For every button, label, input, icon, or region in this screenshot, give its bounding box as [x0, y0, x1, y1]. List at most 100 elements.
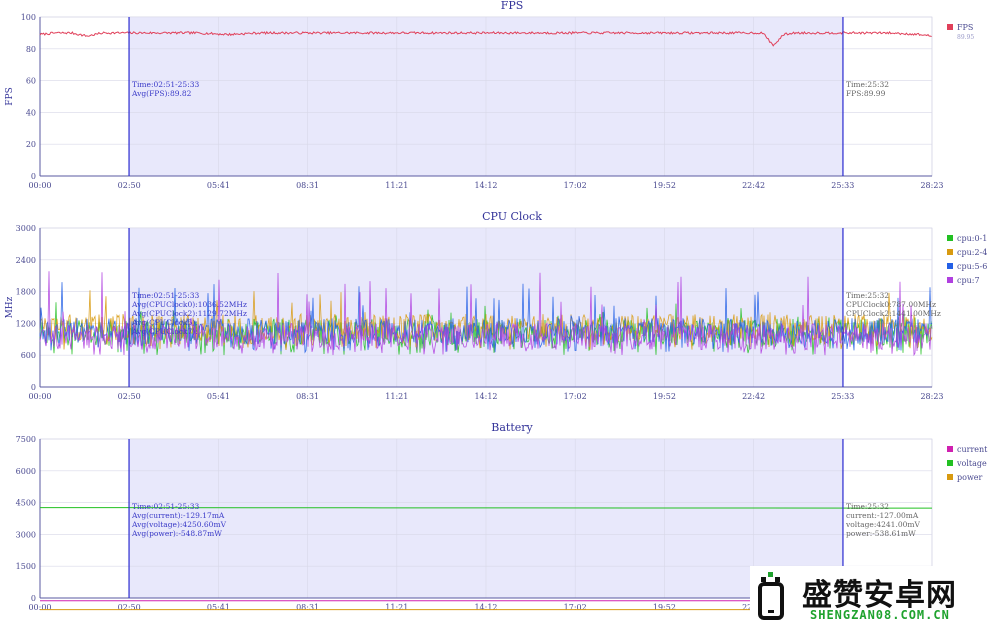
legend-label: cpu:2-4 — [957, 248, 987, 257]
x-tick-label: 02:50 — [118, 181, 141, 190]
annotation-right: CPUClock0:787.00MHz — [846, 300, 936, 309]
x-tick-label: 00:00 — [28, 392, 51, 401]
x-tick-label: 19:52 — [653, 392, 676, 401]
annotation-left: Avg(CPUClock5): — [131, 318, 198, 327]
legend-swatch — [947, 249, 953, 255]
annotation-left: Avg(voltage):4250.60mV — [131, 520, 227, 529]
legend-swatch — [947, 235, 953, 241]
series-line-0 — [39, 30, 932, 47]
watermark-url: SHENGZAN08.COM.CN — [810, 608, 950, 622]
series-line-3 — [39, 271, 933, 357]
legend-label: power — [957, 473, 983, 482]
legend-swatch — [947, 446, 953, 452]
chart-0: 00:00 02:50 05:41 08:31 11:21 14:12 17:02 19:52… — [5, 0, 974, 190]
x-tick-label: 22:42 — [742, 181, 765, 190]
annotation-right: voltage:4241.00mV — [845, 520, 921, 529]
phone-logo-icon — [758, 572, 784, 620]
series-line-1 — [39, 290, 933, 350]
y-tick-label: 80 — [26, 45, 36, 54]
y-tick-label: 4500 — [16, 499, 36, 508]
y-tick-label: 600 — [21, 351, 36, 360]
x-tick-label: 02:50 — [118, 603, 141, 612]
x-tick-label: 08:31 — [296, 181, 319, 190]
annotation-left: Avg(current):-129.17mA — [131, 511, 225, 520]
legend-swatch — [947, 263, 953, 269]
annotation-right: FPS:89.99 — [846, 89, 886, 98]
y-tick-label: 7500 — [16, 435, 36, 444]
y-tick-label: 0 — [31, 594, 36, 603]
x-tick-label: 02:50 — [118, 392, 141, 401]
annotation-left: Avg(CPUClock7): — [131, 327, 198, 336]
x-tick-label: 08:31 — [296, 603, 319, 612]
y-tick-label: 1500 — [16, 562, 36, 571]
x-tick-label: 00:00 — [28, 181, 51, 190]
annotation-left: Time:02:51-25:33 — [132, 80, 199, 89]
y-tick-label: 60 — [26, 77, 36, 86]
x-tick-label: 22:42 — [742, 392, 765, 401]
legend-label: voltage — [956, 459, 987, 468]
x-tick-label: 11:21 — [385, 603, 408, 612]
legend-swatch — [947, 24, 953, 30]
watermark: 盛赞安卓网 SHENGZAN08.COM.CN — [750, 566, 1000, 628]
x-tick-label: 05:41 — [207, 181, 230, 190]
y-tick-label: 1800 — [16, 288, 36, 297]
watermark-text: 盛赞安卓网 — [802, 578, 957, 613]
legend-swatch — [947, 460, 953, 466]
y-tick-label: 20 — [26, 140, 36, 149]
y-tick-label: 40 — [26, 108, 36, 117]
annotation-left: Avg(CPUClock2):1129.72MHz — [131, 309, 247, 318]
legend-swatch — [947, 277, 953, 283]
annotation-left: Time:02:51-25:33 — [132, 502, 199, 511]
annotation-right: CPUClock2:1441.00MHz — [846, 309, 941, 318]
x-tick-label: 00:00 — [28, 603, 51, 612]
annotation-left: Avg(power):-548.87mW — [131, 529, 222, 538]
y-tick-label: 100 — [21, 13, 36, 22]
legend-label: cpu:7 — [957, 276, 980, 285]
legend-value: 89.95 — [957, 34, 974, 41]
y-tick-label: 6000 — [16, 467, 36, 476]
x-tick-label: 05:41 — [207, 392, 230, 401]
y-tick-label: 3000 — [16, 224, 36, 233]
y-tick-label: 2400 — [16, 256, 36, 265]
y-tick-label: 0 — [31, 172, 36, 181]
x-tick-label: 05:41 — [207, 603, 230, 612]
y-axis-label: FPS — [5, 87, 15, 105]
x-tick-label: 28:23 — [920, 181, 943, 190]
y-axis-label: MHz — [5, 296, 15, 318]
y-tick-label: 0 — [31, 383, 36, 392]
legend-label: cpu:5-6 — [957, 262, 987, 271]
legend-label: current — [957, 445, 988, 454]
series-line-1 — [39, 507, 933, 509]
y-tick-label: 3000 — [16, 530, 36, 539]
x-tick-label: 19:52 — [653, 181, 676, 190]
x-tick-label: 17:02 — [564, 392, 587, 401]
annotation-right: Time:25:32 — [846, 80, 889, 89]
x-tick-label: 17:02 — [564, 181, 587, 190]
annotation-left: Avg(CPUClock0):1036.52MHz — [131, 300, 247, 309]
chart-title: Battery — [491, 421, 533, 434]
legend-label: FPS — [957, 23, 973, 32]
x-tick-label: 25:33 — [831, 392, 854, 401]
chart-title: CPU Clock — [482, 210, 542, 223]
annotation-left: Time:02:51-25:33 — [132, 291, 199, 300]
y-tick-label: 1200 — [16, 319, 36, 328]
x-tick-label: 11:21 — [385, 181, 408, 190]
x-tick-label: 14:12 — [474, 392, 497, 401]
annotation-right: Time:25:32 — [846, 502, 889, 511]
annotation-right: Time:25:32 — [846, 291, 889, 300]
x-tick-label: 19:52 — [653, 603, 676, 612]
legend-label: cpu:0-1 — [957, 234, 987, 243]
annotation-left: Avg(FPS):89.82 — [131, 89, 192, 98]
x-tick-label: 11:21 — [385, 392, 408, 401]
x-tick-label: 14:12 — [474, 603, 497, 612]
x-tick-label: 14:12 — [474, 181, 497, 190]
annotation-right: current:-127.00mA — [846, 511, 919, 520]
chart-1: 00:00 02:50 05:41 08:31 11:21 14:12 17:02 19:52… — [5, 210, 987, 401]
x-tick-label: 25:33 — [831, 181, 854, 190]
x-tick-label: 17:02 — [564, 603, 587, 612]
chart-title: FPS — [501, 0, 524, 12]
annotation-right: power:-538.61mW — [846, 529, 916, 538]
x-tick-label: 28:23 — [920, 392, 943, 401]
legend-swatch — [947, 474, 953, 480]
